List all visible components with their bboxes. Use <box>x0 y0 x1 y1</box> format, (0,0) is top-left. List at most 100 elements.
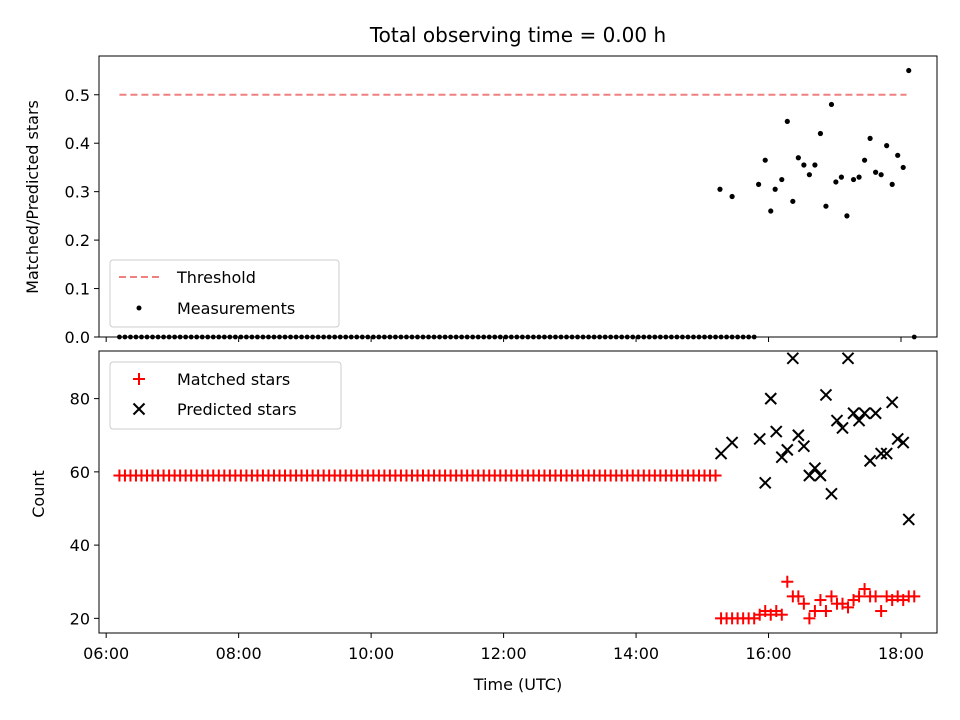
predicted-point <box>714 447 728 460</box>
x-tick-label: 14:00 <box>613 644 659 663</box>
predicted-point <box>753 432 766 446</box>
ratio-y-tick-label: 0.5 <box>65 86 90 105</box>
predicted-point <box>880 447 893 460</box>
measurement-point <box>806 172 812 178</box>
measurement-point <box>795 155 801 161</box>
measurement-point <box>817 130 824 137</box>
matched-legend-marker <box>133 373 145 385</box>
measurement-point <box>801 162 807 168</box>
measurement-point <box>838 174 844 180</box>
ratio-y-tick-label: 0.2 <box>65 231 90 250</box>
measurement-point <box>873 169 879 175</box>
measurement-point <box>790 198 796 204</box>
predicted-point <box>891 432 904 446</box>
predicted-point <box>825 487 838 501</box>
predicted-point <box>830 414 844 427</box>
measurement-point <box>784 118 790 125</box>
matched-point <box>869 590 882 603</box>
predicted-point <box>725 436 739 449</box>
measurement-point <box>889 181 895 187</box>
x-tick-label: 16:00 <box>745 644 791 663</box>
predicted-point <box>847 407 860 420</box>
matched-point <box>814 594 827 607</box>
ratio-legend: Threshold Measurements <box>109 259 340 328</box>
matched-point <box>709 469 722 482</box>
ratio-plot-area: 0.0 0.1 0.2 0.3 0.4 0.5 <box>65 55 938 347</box>
ratio-panel: Total observing time = 0.00 h 0.00.10.20… <box>23 23 938 347</box>
x-tick-label: 12:00 <box>481 644 527 663</box>
predicted-point <box>885 396 899 409</box>
predicted-point <box>852 414 866 427</box>
measurement-point <box>833 179 839 185</box>
x-axis-label: Time (UTC) <box>473 675 562 694</box>
matched-legend-swatch <box>133 373 145 385</box>
measurement-point <box>762 157 768 163</box>
predicted-point <box>841 352 855 365</box>
predicted-point <box>814 469 827 482</box>
measurement-point <box>856 174 862 180</box>
measurement-point <box>717 186 723 192</box>
x-tick-label: 08:00 <box>216 644 262 663</box>
predicted-point <box>858 407 871 420</box>
ratio-y-tick-label: 0.4 <box>65 134 90 153</box>
matched-point <box>853 590 866 603</box>
predicted-legend-swatch <box>132 402 146 416</box>
predicted-point <box>869 407 882 420</box>
predicted-point <box>797 440 811 453</box>
measurement-point <box>729 193 735 200</box>
predicted-legend-marker <box>132 402 146 416</box>
matched-point <box>858 583 871 596</box>
predicted-point <box>874 447 888 460</box>
count-y-tick-label: 20 <box>70 609 90 628</box>
count-y-tick-label: 60 <box>70 463 90 482</box>
predicted-point <box>863 454 877 468</box>
measurement-point <box>772 186 778 192</box>
measurement-point <box>867 135 873 141</box>
x-tick-label: 18:00 <box>878 644 924 663</box>
predicted-point <box>803 469 816 482</box>
matched-point <box>908 590 921 603</box>
predicted-point <box>759 476 772 490</box>
predicted-point <box>770 425 783 438</box>
predicted-point <box>781 443 794 457</box>
measurement-point <box>895 152 901 158</box>
ratio-legend-frame <box>109 259 340 328</box>
measurement-point <box>812 162 818 168</box>
ratio-y-tick-label: 0.3 <box>65 183 90 202</box>
measurement-point <box>844 213 850 219</box>
ratio-y-axis-label: Matched/Predicted stars <box>23 100 42 294</box>
matched-point <box>792 590 805 603</box>
predicted-point <box>819 388 833 402</box>
predicted-point <box>836 421 849 435</box>
count-panel: 20 40 60 80 06:00 08:00 10:00 12:00 14:00 16:00 18… <box>29 350 938 694</box>
count-legend: Matched stars Predicted stars <box>109 361 342 430</box>
matched-point <box>808 605 821 618</box>
ratio-axes-frame <box>98 55 938 338</box>
predicted-point <box>786 352 800 365</box>
measurement-point <box>861 157 868 163</box>
x-tick-label: 06:00 <box>83 644 129 663</box>
count-plot-area: 20 40 60 80 06:00 08:00 10:00 12:00 14:00 16:00 18… <box>70 350 938 663</box>
count-y-tick-label: 80 <box>70 390 90 409</box>
measurement-point <box>850 176 857 183</box>
count-y-tick-label: 40 <box>70 536 90 555</box>
measurement-point <box>823 203 829 209</box>
predicted-point <box>902 513 915 526</box>
measurement-point <box>884 143 890 149</box>
measurement-point <box>878 172 884 178</box>
matched-legend-label: Matched stars <box>177 370 290 389</box>
measurement-point <box>768 208 774 214</box>
ratio-y-tick-label: 0.0 <box>65 328 90 347</box>
measurement-point <box>828 101 835 108</box>
threshold-legend-label: Threshold <box>176 268 256 287</box>
matched-point <box>803 612 816 625</box>
chart-title: Total observing time = 0.00 h <box>369 23 666 47</box>
count-legend-frame <box>109 361 342 430</box>
predicted-point <box>792 429 805 442</box>
count-axes-frame <box>98 350 938 634</box>
matched-point <box>781 575 794 588</box>
matched-point <box>842 601 855 614</box>
matched-point <box>819 605 832 618</box>
predicted-point <box>897 436 910 449</box>
